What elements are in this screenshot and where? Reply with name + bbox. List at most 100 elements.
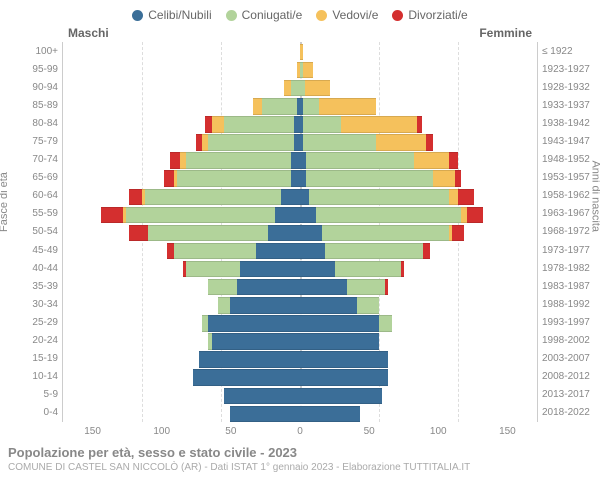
bar-segment xyxy=(268,225,300,241)
age-labels: 100+95-9990-9485-8980-8475-7970-7465-696… xyxy=(0,42,62,422)
x-tick: 50 xyxy=(335,426,404,437)
bar-segment xyxy=(300,261,335,277)
legend-item: Celibi/Nubili xyxy=(132,8,211,22)
bar-segment xyxy=(433,170,455,186)
x-tick: 50 xyxy=(196,426,265,437)
male-bar xyxy=(63,261,300,275)
bar-segment xyxy=(347,279,385,295)
bar-segment xyxy=(385,279,388,295)
bar-segment xyxy=(218,297,231,313)
birth-year-label: 1993-1997 xyxy=(542,313,590,331)
bar-segment xyxy=(300,315,379,331)
legend-swatch xyxy=(132,10,143,21)
legend-swatch xyxy=(226,10,237,21)
bar-segment xyxy=(341,116,417,132)
male-bar xyxy=(63,243,300,257)
plot-area xyxy=(62,42,538,422)
age-label: 20-24 xyxy=(32,332,58,350)
female-bar xyxy=(300,207,537,221)
age-label: 90-94 xyxy=(32,78,58,96)
bar-segment xyxy=(253,98,262,114)
male-bar xyxy=(63,333,300,347)
age-label: 100+ xyxy=(35,42,58,60)
bar-segment xyxy=(300,225,322,241)
male-bar xyxy=(63,225,300,239)
male-bar xyxy=(63,388,300,402)
x-tick: 150 xyxy=(58,426,127,437)
pyramid-row xyxy=(63,313,537,331)
birth-year-label: 1953-1957 xyxy=(542,169,590,187)
female-bar xyxy=(300,116,537,130)
male-bar xyxy=(63,207,300,221)
y-axis-right-label: Anni di nascita xyxy=(590,160,600,232)
pyramid-row xyxy=(63,78,537,96)
pyramid-row xyxy=(63,332,537,350)
pyramid-row xyxy=(63,350,537,368)
bar-segment xyxy=(291,80,300,96)
bar-segment xyxy=(230,406,300,422)
legend-item: Coniugati/e xyxy=(226,8,303,22)
x-tick: 150 xyxy=(473,426,542,437)
bar-segment xyxy=(379,315,392,331)
male-bar xyxy=(63,116,300,130)
bar-segment xyxy=(148,225,268,241)
bar-segment xyxy=(305,80,330,96)
male-bar xyxy=(63,152,300,166)
legend-item: Vedovi/e xyxy=(316,8,378,22)
age-label: 65-69 xyxy=(32,169,58,187)
bar-segment xyxy=(300,369,388,385)
age-label: 5-9 xyxy=(44,386,58,404)
female-bar xyxy=(300,134,537,148)
female-bar xyxy=(300,333,537,347)
birth-year-label: 2018-2022 xyxy=(542,404,590,422)
pyramid-row xyxy=(63,259,537,277)
col-header-left: Maschi xyxy=(68,26,109,40)
bar-segment xyxy=(212,116,225,132)
age-label: 70-74 xyxy=(32,151,58,169)
x-axis: 15010050050100150 xyxy=(58,426,542,437)
pyramid-row xyxy=(63,114,537,132)
birth-year-label: 1938-1942 xyxy=(542,114,590,132)
bar-segment xyxy=(212,333,300,349)
legend-label: Coniugati/e xyxy=(242,8,303,22)
male-bar xyxy=(63,134,300,148)
male-bar xyxy=(63,98,300,112)
male-bar xyxy=(63,297,300,311)
age-label: 60-64 xyxy=(32,187,58,205)
pyramid-row xyxy=(63,368,537,386)
y-axis-left-label: Fasce di età xyxy=(0,172,10,232)
bar-segment xyxy=(449,152,458,168)
birth-year-label: 2003-2007 xyxy=(542,350,590,368)
bar-segment xyxy=(449,189,458,205)
pyramid-row xyxy=(63,132,537,150)
bar-segment xyxy=(101,207,123,223)
birth-year-label: 1973-1977 xyxy=(542,241,590,259)
age-label: 55-59 xyxy=(32,205,58,223)
age-label: 0-4 xyxy=(44,404,58,422)
female-bar xyxy=(300,279,537,293)
bar-segment xyxy=(300,207,316,223)
bar-segment xyxy=(208,279,236,295)
female-bar xyxy=(300,44,537,58)
birth-year-label: 1988-1992 xyxy=(542,295,590,313)
age-label: 50-54 xyxy=(32,223,58,241)
male-bar xyxy=(63,170,300,184)
x-tick: 0 xyxy=(265,426,334,437)
birth-year-label: 1968-1972 xyxy=(542,223,590,241)
bar-segment xyxy=(414,152,449,168)
female-bar xyxy=(300,98,537,112)
bar-segment xyxy=(174,243,256,259)
bar-segment xyxy=(357,297,379,313)
bar-segment xyxy=(224,388,300,404)
bar-segment xyxy=(426,134,432,150)
male-bar xyxy=(63,189,300,203)
bar-segment xyxy=(230,297,300,313)
bar-segment xyxy=(300,279,347,295)
bar-segment xyxy=(256,243,300,259)
pyramid-row xyxy=(63,60,537,78)
bar-segment xyxy=(309,189,448,205)
bar-segment xyxy=(319,98,376,114)
bar-segment xyxy=(452,225,465,241)
bar-segment xyxy=(145,189,281,205)
bar-segment xyxy=(303,62,312,78)
